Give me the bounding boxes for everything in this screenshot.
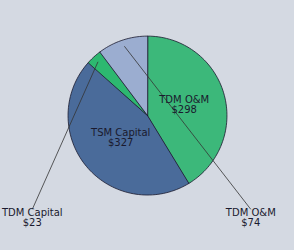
svg-text:TDM O&M$298: TDM O&M$298 [158, 94, 209, 115]
svg-text:TDM Capital$23: TDM Capital$23 [1, 207, 63, 228]
svg-text:TSM Capital$327: TSM Capital$327 [90, 127, 150, 148]
svg-text:TDM O&M$74: TDM O&M$74 [225, 207, 276, 228]
